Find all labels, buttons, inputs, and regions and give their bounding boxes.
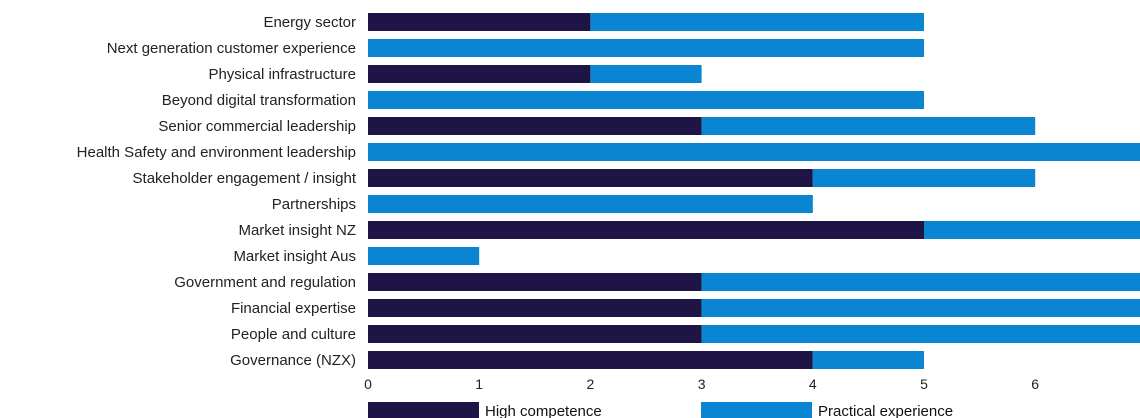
category-label: People and culture	[231, 326, 356, 343]
legend-swatch	[701, 402, 812, 418]
bar-high-competence	[368, 13, 591, 31]
x-tick-label: 3	[698, 376, 706, 392]
x-tick-label: 1	[475, 376, 483, 392]
legend-swatch	[368, 402, 479, 418]
bar-practical-experience	[701, 117, 1036, 135]
legend-label: Practical experience	[818, 403, 953, 418]
category-label: Beyond digital transformation	[162, 92, 356, 109]
bar-practical-experience	[368, 247, 480, 265]
bar-high-competence	[368, 273, 702, 291]
bar-high-competence	[368, 65, 591, 83]
category-label: Government and regulation	[174, 274, 356, 291]
category-label: Market insight Aus	[233, 248, 356, 265]
bars-group	[368, 13, 1140, 369]
bar-high-competence	[368, 169, 813, 187]
bar-practical-experience	[368, 143, 1140, 161]
bar-high-competence	[368, 299, 702, 317]
x-tick-label: 2	[587, 376, 595, 392]
category-label: Physical infrastructure	[208, 66, 356, 83]
bar-practical-experience	[368, 39, 924, 57]
bar-practical-experience	[590, 65, 702, 83]
bar-practical-experience	[701, 299, 1140, 317]
category-label: Next generation customer experience	[107, 40, 356, 57]
category-label: Stakeholder engagement / insight	[133, 170, 357, 187]
bar-practical-experience	[368, 91, 924, 109]
bar-practical-experience	[812, 169, 1036, 187]
bar-high-competence	[368, 117, 702, 135]
category-label: Market insight NZ	[238, 222, 356, 239]
bar-practical-experience	[701, 273, 1140, 291]
bar-high-competence	[368, 221, 924, 239]
bar-practical-experience	[812, 351, 924, 369]
category-label: Governance (NZX)	[230, 352, 356, 369]
legend: High competence Practical experience	[368, 402, 953, 418]
category-label: Senior commercial leadership	[158, 118, 356, 135]
category-labels: Energy sector Next generation customer ex…	[77, 14, 357, 369]
bar-practical-experience	[368, 195, 813, 213]
bar-high-competence	[368, 325, 702, 343]
category-label: Energy sector	[263, 14, 356, 31]
category-label: Partnerships	[272, 196, 356, 213]
x-tick-label: 6	[1031, 376, 1039, 392]
legend-label: High competence	[485, 403, 602, 418]
x-tick-label: 5	[920, 376, 928, 392]
x-axis-ticks: 01234567	[364, 376, 1039, 392]
category-label: Financial expertise	[231, 300, 356, 317]
bar-practical-experience	[924, 221, 1140, 239]
x-tick-label: 0	[364, 376, 372, 392]
category-label: Health Safety and environment leadership	[77, 144, 356, 161]
bar-practical-experience	[701, 325, 1140, 343]
bar-high-competence	[368, 351, 813, 369]
x-tick-label: 4	[809, 376, 817, 392]
bar-practical-experience	[590, 13, 924, 31]
